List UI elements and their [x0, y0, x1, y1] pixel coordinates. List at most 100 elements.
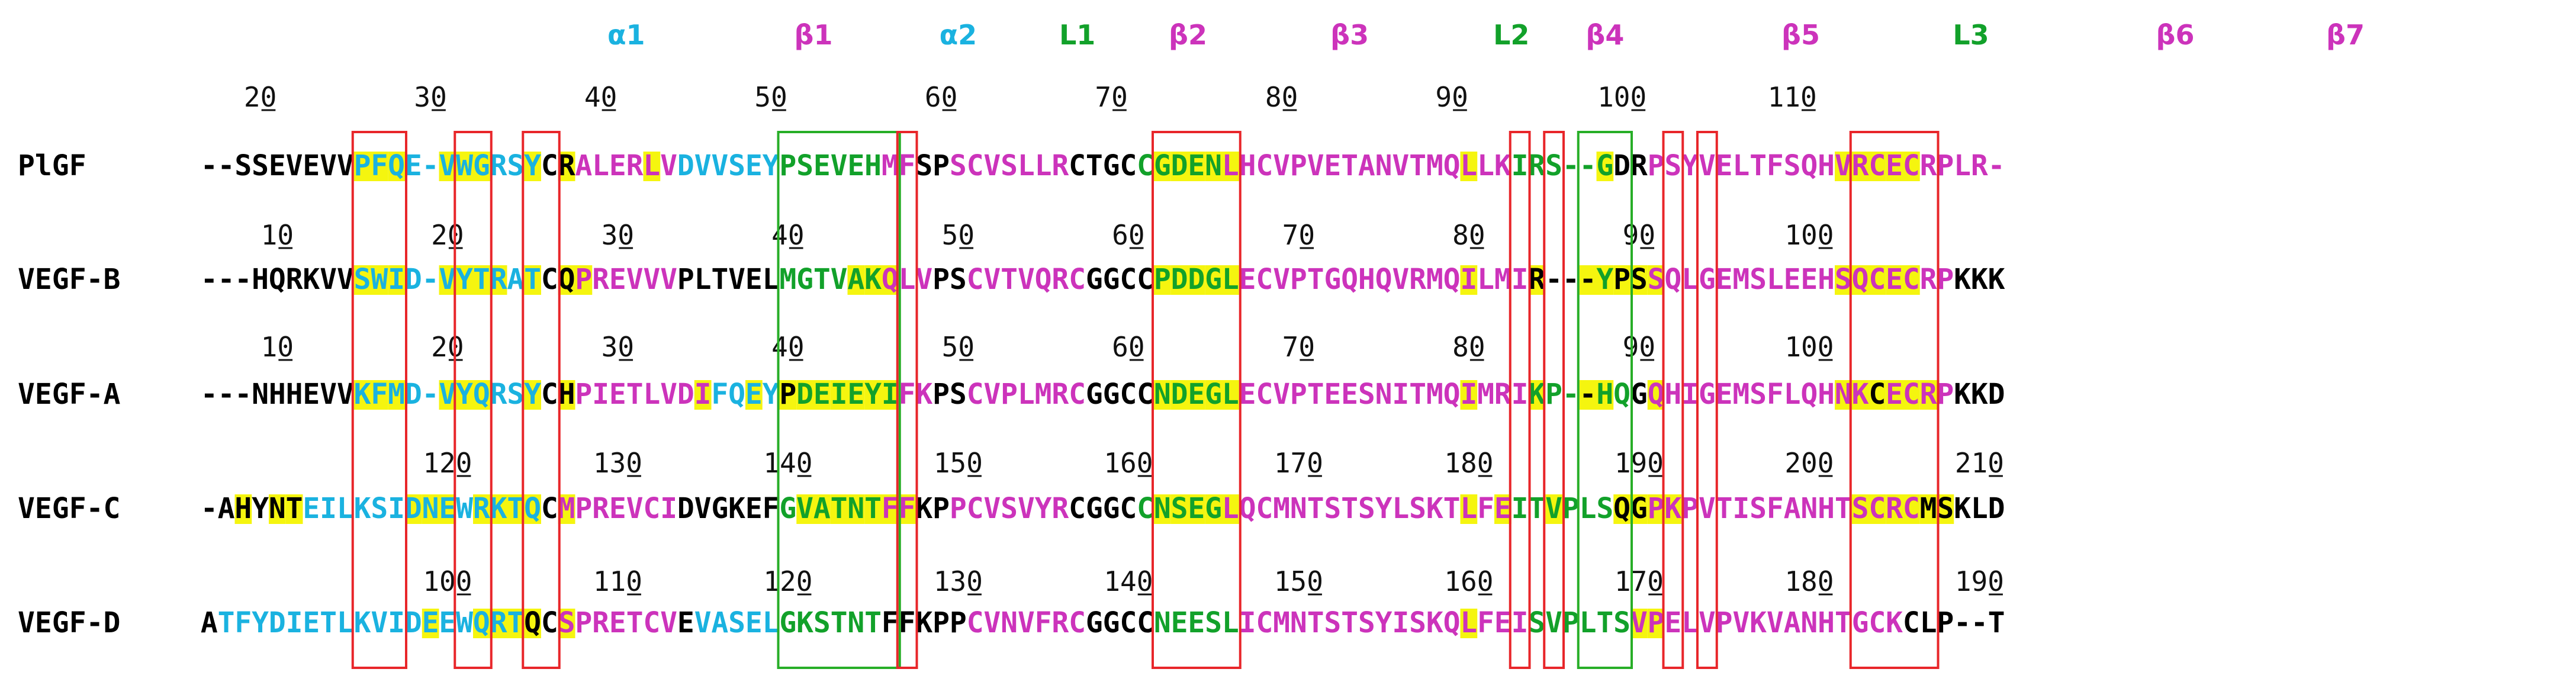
- residue: K: [1954, 378, 1971, 411]
- residue: R: [1051, 149, 1069, 182]
- sequence-name-vegf-d: VEGF-D: [18, 606, 120, 639]
- residue: L: [1580, 492, 1597, 525]
- highlight-cell: [1613, 265, 1630, 295]
- highlight-cell: [643, 152, 661, 181]
- residue: E: [1188, 492, 1205, 525]
- residue: V: [915, 263, 932, 296]
- residue: V: [1699, 492, 1716, 525]
- residue: S: [1324, 492, 1341, 525]
- residue: R: [1630, 149, 1648, 182]
- highlight-cell: [371, 265, 388, 295]
- residue: D: [677, 378, 694, 411]
- residue: H: [1818, 149, 1835, 182]
- residue: C: [1137, 492, 1154, 525]
- residue: V: [626, 492, 644, 525]
- highlight-cell: [473, 152, 490, 181]
- residue: Y: [864, 378, 882, 411]
- residue: G: [1205, 492, 1222, 525]
- highlight-cell: [1528, 265, 1546, 295]
- highlight-cell: [473, 265, 490, 295]
- residue: V: [983, 263, 1001, 296]
- residue: S: [1358, 492, 1375, 525]
- highlight-cell: [847, 265, 865, 295]
- residue: K: [354, 492, 371, 525]
- residue: S: [1324, 606, 1341, 639]
- highlight-cell: [830, 380, 848, 410]
- residue: L: [899, 263, 916, 296]
- residue: V: [1273, 263, 1290, 296]
- highlight-cell: [558, 265, 575, 295]
- residue: K: [490, 492, 507, 525]
- residue-number: 60: [1112, 331, 1144, 363]
- residue: S: [813, 606, 831, 639]
- highlight-cell: [1205, 265, 1222, 295]
- residue: E: [847, 378, 864, 411]
- residue: C: [1256, 378, 1273, 411]
- residue-number: 210: [1955, 447, 2004, 479]
- highlight-cell: [1903, 265, 1920, 295]
- highlight-cell: [1222, 494, 1239, 524]
- residue: M: [1732, 263, 1750, 296]
- residue: Y: [1596, 263, 1613, 296]
- residue: A: [575, 149, 592, 182]
- highlight-cell: [1170, 380, 1188, 410]
- residue: K: [1971, 378, 1988, 411]
- residue: D: [269, 606, 286, 639]
- highlight-cell: [285, 494, 303, 524]
- residue: E: [1716, 378, 1733, 411]
- residue: T: [1341, 492, 1358, 525]
- residue: D: [405, 606, 422, 639]
- highlight-cell: [1170, 265, 1188, 295]
- residue: Q: [558, 263, 575, 296]
- residue: C: [643, 492, 660, 525]
- residue: K: [1426, 606, 1443, 639]
- residue: C: [541, 149, 558, 182]
- residue: K: [1852, 378, 1869, 411]
- residue: R: [592, 263, 609, 296]
- residue: S: [1545, 149, 1562, 182]
- residue: A: [711, 606, 728, 639]
- residue: I: [1511, 492, 1529, 525]
- highlight-cell: [1835, 380, 1852, 410]
- highlight-cell: [422, 609, 439, 638]
- residue: I: [320, 492, 337, 525]
- residue: R: [490, 606, 507, 639]
- residue: P: [575, 606, 592, 639]
- residue: S: [950, 378, 967, 411]
- residue: L: [1222, 492, 1239, 525]
- residue-number: 10: [261, 219, 294, 251]
- highlight-cell: [1205, 494, 1222, 524]
- residue: S: [354, 263, 371, 296]
- residue: T: [1341, 606, 1358, 639]
- highlight-cell: [1460, 265, 1478, 295]
- residue: I: [1511, 263, 1529, 296]
- residue: I: [286, 606, 303, 639]
- residue: E: [745, 378, 763, 411]
- residue: T: [524, 263, 541, 296]
- residue: I: [660, 492, 677, 525]
- red-region-box: [1696, 131, 1718, 669]
- highlight-cell: [1886, 494, 1903, 524]
- residue: S: [1937, 492, 1954, 525]
- residue: V: [660, 606, 677, 639]
- residue: S: [507, 378, 524, 411]
- residue: V: [1018, 606, 1035, 639]
- residue: Q: [524, 492, 541, 525]
- highlight-cell: [1188, 380, 1205, 410]
- residue: P: [779, 149, 796, 182]
- residue: N: [252, 378, 269, 411]
- residue-number: 100: [423, 565, 472, 597]
- residue-number: 180: [1784, 565, 1834, 597]
- residue: N: [1154, 606, 1171, 639]
- ss-label-β1: β1: [795, 19, 833, 51]
- highlight-cell: [864, 494, 882, 524]
- highlight-cell: [507, 609, 525, 638]
- residue: E: [269, 149, 286, 182]
- residue: P: [950, 492, 967, 525]
- residue: G: [1699, 378, 1716, 411]
- residue: -: [1988, 149, 2005, 182]
- residue: T: [507, 606, 524, 639]
- residue-number: 110: [1768, 81, 1817, 113]
- residue: N: [1205, 149, 1222, 182]
- residue: S: [1664, 149, 1681, 182]
